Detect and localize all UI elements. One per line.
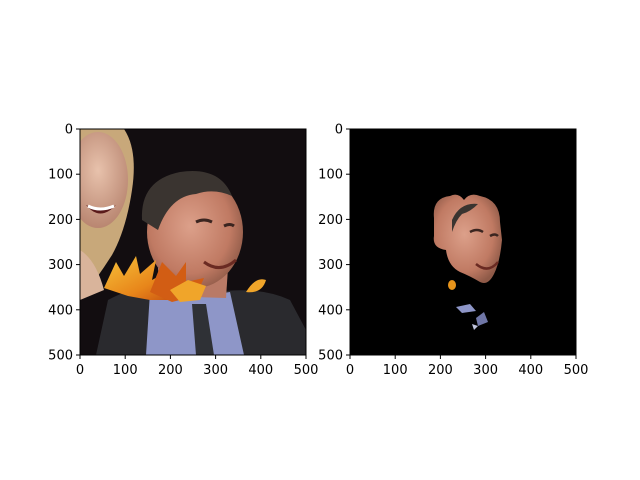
y-tick-label: 200 bbox=[48, 213, 73, 228]
x-tick-label: 100 bbox=[113, 363, 138, 378]
y-tick-label: 300 bbox=[48, 258, 73, 273]
y-tick-label: 100 bbox=[318, 168, 343, 183]
x-tick-label: 400 bbox=[518, 363, 543, 378]
y-tick-label: 500 bbox=[318, 349, 343, 364]
leaves-decoration bbox=[104, 256, 266, 302]
photo-masked bbox=[350, 129, 576, 355]
y-tick-label: 400 bbox=[48, 303, 73, 318]
x-tick-label: 0 bbox=[76, 363, 84, 378]
x-tick-label: 300 bbox=[203, 363, 228, 378]
x-tick-label: 300 bbox=[473, 363, 498, 378]
x-tick-label: 200 bbox=[158, 363, 183, 378]
y-tick-label: 300 bbox=[318, 258, 343, 273]
y-tick-label: 500 bbox=[48, 349, 73, 364]
axes-frame-original bbox=[79, 128, 307, 356]
y-tick-label: 400 bbox=[318, 303, 343, 318]
axes-frame-masked bbox=[349, 128, 577, 356]
x-tick-label: 200 bbox=[428, 363, 453, 378]
y-tick-label: 0 bbox=[65, 123, 73, 138]
y-tick-label: 200 bbox=[318, 213, 343, 228]
x-tick-label: 100 bbox=[383, 363, 408, 378]
photo-original bbox=[80, 129, 306, 355]
x-tick-label: 400 bbox=[248, 363, 273, 378]
y-tick-label: 100 bbox=[48, 168, 73, 183]
x-tick-label: 500 bbox=[294, 363, 319, 378]
y-tick-label: 0 bbox=[335, 123, 343, 138]
x-tick-label: 500 bbox=[564, 363, 589, 378]
x-tick-label: 0 bbox=[346, 363, 354, 378]
